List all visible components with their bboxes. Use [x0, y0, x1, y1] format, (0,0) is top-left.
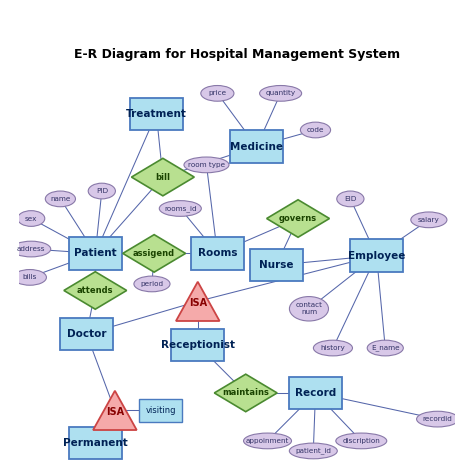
- Text: bill: bill: [155, 173, 170, 182]
- Ellipse shape: [134, 276, 170, 292]
- Ellipse shape: [289, 443, 337, 459]
- Text: sex: sex: [25, 216, 37, 221]
- Polygon shape: [93, 391, 137, 430]
- FancyBboxPatch shape: [350, 239, 403, 272]
- Text: quantity: quantity: [265, 91, 296, 96]
- Text: Treatment: Treatment: [126, 109, 187, 119]
- Polygon shape: [176, 282, 219, 321]
- FancyBboxPatch shape: [130, 98, 182, 130]
- FancyBboxPatch shape: [289, 377, 342, 409]
- Text: bills: bills: [23, 274, 37, 281]
- Ellipse shape: [336, 433, 387, 449]
- Text: Patient: Patient: [74, 248, 117, 258]
- Text: Medicine: Medicine: [230, 142, 283, 152]
- Text: Nurse: Nurse: [259, 260, 293, 270]
- Text: Employee: Employee: [348, 251, 405, 261]
- Text: governs: governs: [279, 214, 317, 223]
- Ellipse shape: [12, 241, 51, 257]
- Ellipse shape: [88, 183, 116, 199]
- Ellipse shape: [46, 191, 75, 207]
- Text: salary: salary: [418, 217, 440, 223]
- Ellipse shape: [290, 297, 328, 321]
- FancyBboxPatch shape: [69, 427, 122, 459]
- Text: contact
num: contact num: [295, 302, 322, 315]
- FancyBboxPatch shape: [60, 318, 113, 350]
- FancyBboxPatch shape: [139, 399, 182, 422]
- Text: code: code: [307, 127, 324, 133]
- Ellipse shape: [260, 85, 301, 101]
- Ellipse shape: [184, 157, 229, 173]
- Text: ISA: ISA: [189, 298, 207, 308]
- Text: ISA: ISA: [106, 407, 124, 417]
- Text: address: address: [17, 246, 46, 252]
- Ellipse shape: [244, 433, 292, 449]
- Ellipse shape: [159, 201, 201, 216]
- Text: Permanent: Permanent: [63, 438, 128, 448]
- Ellipse shape: [367, 340, 403, 356]
- Ellipse shape: [337, 191, 364, 207]
- FancyBboxPatch shape: [230, 130, 283, 163]
- Text: EID: EID: [344, 196, 356, 202]
- Text: Record: Record: [295, 388, 336, 398]
- Text: room type: room type: [188, 162, 225, 168]
- Text: E-R Diagram for Hospital Management System: E-R Diagram for Hospital Management Syst…: [74, 48, 400, 62]
- Polygon shape: [131, 158, 194, 196]
- Polygon shape: [64, 272, 127, 309]
- Text: recordid: recordid: [423, 416, 453, 422]
- Text: PID: PID: [96, 188, 108, 194]
- Text: price: price: [208, 91, 227, 96]
- FancyBboxPatch shape: [191, 237, 244, 270]
- Ellipse shape: [18, 210, 45, 227]
- Ellipse shape: [417, 411, 459, 427]
- Text: period: period: [140, 281, 164, 287]
- Polygon shape: [267, 200, 329, 237]
- Text: name: name: [50, 196, 71, 202]
- Ellipse shape: [411, 212, 447, 228]
- Text: history: history: [320, 345, 346, 351]
- Text: patient_id: patient_id: [295, 447, 331, 454]
- Polygon shape: [214, 374, 277, 412]
- Text: E_name: E_name: [371, 345, 400, 351]
- Text: maintains: maintains: [222, 389, 269, 397]
- Text: appoinment: appoinment: [246, 438, 289, 444]
- Ellipse shape: [313, 340, 353, 356]
- Text: assigend: assigend: [133, 249, 175, 258]
- Text: Rooms: Rooms: [198, 248, 237, 258]
- Text: visiting: visiting: [146, 406, 176, 415]
- Text: discription: discription: [342, 438, 380, 444]
- FancyBboxPatch shape: [250, 249, 302, 281]
- Text: Doctor: Doctor: [67, 329, 106, 339]
- FancyBboxPatch shape: [69, 237, 122, 270]
- Text: attends: attends: [77, 286, 114, 295]
- Ellipse shape: [301, 122, 330, 138]
- Text: rooms_id: rooms_id: [164, 205, 197, 212]
- Text: Receptionist: Receptionist: [161, 340, 235, 350]
- Polygon shape: [123, 235, 185, 272]
- Ellipse shape: [13, 270, 46, 285]
- FancyBboxPatch shape: [172, 329, 224, 361]
- Ellipse shape: [201, 85, 234, 101]
